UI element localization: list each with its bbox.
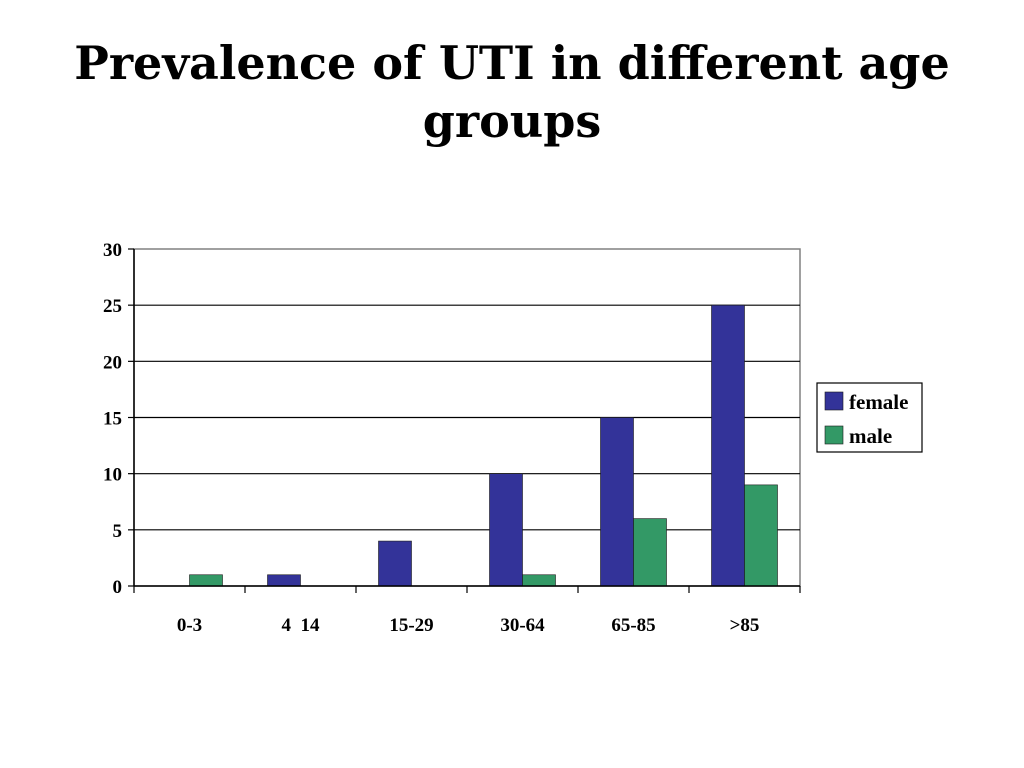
bar-female-3 xyxy=(489,473,523,587)
x-tick-label: >85 xyxy=(730,615,760,636)
legend-label-female: female xyxy=(849,390,908,414)
y-tick-label: 30 xyxy=(103,240,122,261)
x-tick-label: 65-85 xyxy=(611,615,655,636)
y-tick-label: 0 xyxy=(113,577,123,598)
bar-male-0 xyxy=(189,574,223,587)
slide-title-line-1: Prevalence of UTI in different age xyxy=(74,36,950,90)
x-tick-label: 4 14 xyxy=(282,615,321,636)
gridlines xyxy=(133,248,801,587)
bar-female-2 xyxy=(378,540,412,587)
x-tick-label: 15-29 xyxy=(389,615,433,636)
bar-female-1 xyxy=(267,574,301,587)
slide-title-line-2: groups xyxy=(422,94,602,148)
y-tick-label: 5 xyxy=(113,521,123,542)
x-tick-label: 30-64 xyxy=(500,615,545,636)
y-tick-label: 20 xyxy=(103,352,122,373)
y-tick-label: 10 xyxy=(103,465,122,486)
legend-swatch-female xyxy=(824,391,844,411)
legend-swatch-male xyxy=(824,425,844,445)
bar-female-5 xyxy=(711,304,745,587)
bar-male-5 xyxy=(744,484,778,587)
y-tick-label: 15 xyxy=(103,409,122,430)
slide-title: Prevalence of UTI in different age group… xyxy=(0,34,1024,150)
x-tick-label: 0-3 xyxy=(177,615,202,636)
bar-female-4 xyxy=(600,417,634,587)
tick-labels: 0 5 10 15 20 25 30 0-3 4 14 15-29 30-64 65-85 >85 xyxy=(103,240,759,636)
legend-label-male: male xyxy=(849,424,892,448)
legend: female male xyxy=(816,382,923,453)
bar-male-4 xyxy=(633,518,667,587)
axes xyxy=(128,248,801,593)
bar-male-3 xyxy=(522,574,556,587)
y-tick-label: 25 xyxy=(103,296,122,317)
